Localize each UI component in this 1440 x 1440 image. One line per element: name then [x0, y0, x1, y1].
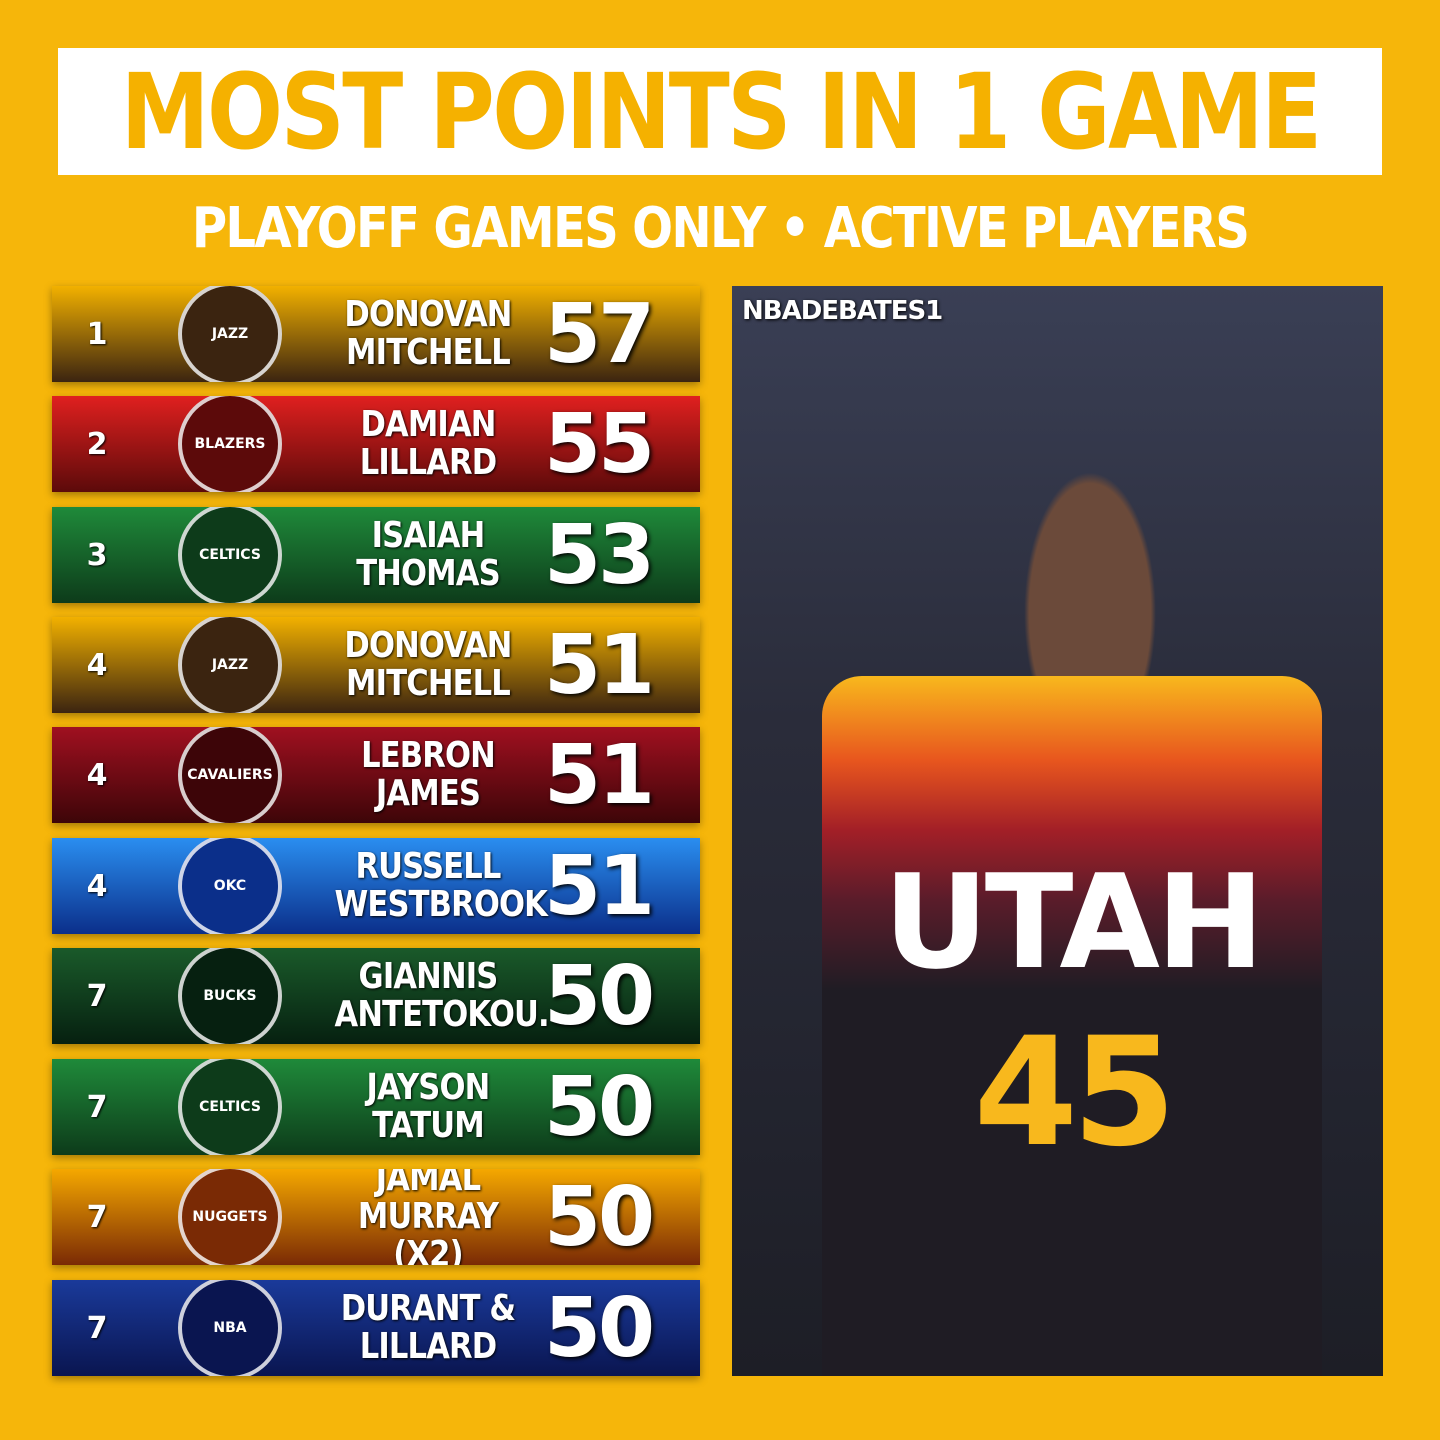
- player-name: DONOVAN MITCHELL: [344, 294, 512, 373]
- table-row: 2 BLAZERS DAMIAN LILLARD 55: [52, 396, 700, 492]
- points: 50: [543, 1059, 655, 1155]
- team-logo-badge: NUGGETS: [178, 1169, 282, 1265]
- player-name: DAMIAN LILLARD: [359, 404, 497, 483]
- team-logo-icon: JAZZ: [142, 617, 318, 713]
- table-row: 4 OKC RUSSELL WESTBROOK 51: [52, 838, 700, 934]
- table-row: 7 BUCKS GIANNIS ANTETOKOU. 50: [52, 948, 700, 1044]
- team-logo-badge: CELTICS: [178, 1059, 282, 1155]
- player-name: JAMAL MURRAY (X2): [357, 1169, 499, 1265]
- rank: 4: [86, 647, 108, 683]
- points: 55: [543, 396, 655, 492]
- player-name: GIANNIS ANTETOKOU.: [334, 956, 550, 1035]
- team-logo-icon: CELTICS: [142, 507, 318, 603]
- rank: 1: [86, 316, 108, 352]
- rank: 4: [86, 757, 108, 793]
- team-logo-badge: OKC: [178, 838, 282, 934]
- points: 50: [543, 1280, 655, 1376]
- jersey: UTAH 45: [822, 676, 1322, 1376]
- points: 53: [543, 507, 655, 603]
- title-banner: MOST POINTS IN 1 GAME: [58, 48, 1382, 175]
- points: 51: [543, 617, 655, 713]
- rank: 4: [86, 868, 108, 904]
- team-logo-icon: NBA: [142, 1280, 318, 1376]
- rank: 7: [86, 1089, 108, 1125]
- team-logo-badge: NBA: [178, 1280, 282, 1376]
- team-logo-badge: CAVALIERS: [178, 727, 282, 823]
- team-logo-icon: CAVALIERS: [142, 727, 318, 823]
- player-name: ISAIAH THOMAS: [356, 515, 500, 594]
- team-logo-icon: BLAZERS: [142, 396, 318, 492]
- player-name: DONOVAN MITCHELL: [344, 625, 512, 704]
- player-name: DURANT & LILLARD: [340, 1288, 516, 1367]
- table-row: 7 NBA DURANT & LILLARD 50: [52, 1280, 700, 1376]
- player-name: RUSSELL WESTBROOK: [334, 846, 548, 925]
- team-logo-icon: OKC: [142, 838, 318, 934]
- table-row: 3 CELTICS ISAIAH THOMAS 53: [52, 507, 700, 603]
- table-row: 4 JAZZ DONOVAN MITCHELL 51: [52, 617, 700, 713]
- table-row: 1 JAZZ DONOVAN MITCHELL 57: [52, 286, 700, 382]
- watermark-handle: NBADEBATES1: [742, 296, 943, 326]
- rank: 7: [86, 1310, 108, 1346]
- table-row: 4 CAVALIERS LEBRON JAMES 51: [52, 727, 700, 823]
- points: 50: [543, 948, 655, 1044]
- team-logo-icon: JAZZ: [142, 286, 318, 382]
- rank: 7: [86, 1199, 108, 1235]
- rank: 3: [86, 537, 108, 573]
- table-row: 7 NUGGETS JAMAL MURRAY (X2) 50: [52, 1169, 700, 1265]
- team-logo-badge: BUCKS: [178, 948, 282, 1044]
- page-title: MOST POINTS IN 1 GAME: [120, 50, 1322, 173]
- points: 57: [543, 286, 655, 382]
- team-logo-icon: NUGGETS: [142, 1169, 318, 1265]
- rank: 7: [86, 978, 108, 1014]
- player-photo: NBADEBATES1 UTAH 45: [732, 286, 1383, 1376]
- table-row: 7 CELTICS JAYSON TATUM 50: [52, 1059, 700, 1155]
- team-logo-icon: CELTICS: [142, 1059, 318, 1155]
- points: 50: [543, 1169, 655, 1265]
- jersey-text: UTAH: [883, 846, 1265, 998]
- team-logo-badge: CELTICS: [178, 507, 282, 603]
- points: 51: [543, 727, 655, 823]
- jersey-number: 45: [973, 1006, 1177, 1180]
- team-logo-badge: JAZZ: [178, 617, 282, 713]
- points: 51: [543, 838, 655, 934]
- rank: 2: [86, 426, 108, 462]
- player-name: LEBRON JAMES: [361, 735, 496, 814]
- team-logo-badge: BLAZERS: [178, 396, 282, 492]
- subtitle: PLAYOFF GAMES ONLY • ACTIVE PLAYERS: [191, 196, 1250, 261]
- player-name: JAYSON TATUM: [366, 1067, 491, 1146]
- team-logo-badge: JAZZ: [178, 286, 282, 382]
- team-logo-icon: BUCKS: [142, 948, 318, 1044]
